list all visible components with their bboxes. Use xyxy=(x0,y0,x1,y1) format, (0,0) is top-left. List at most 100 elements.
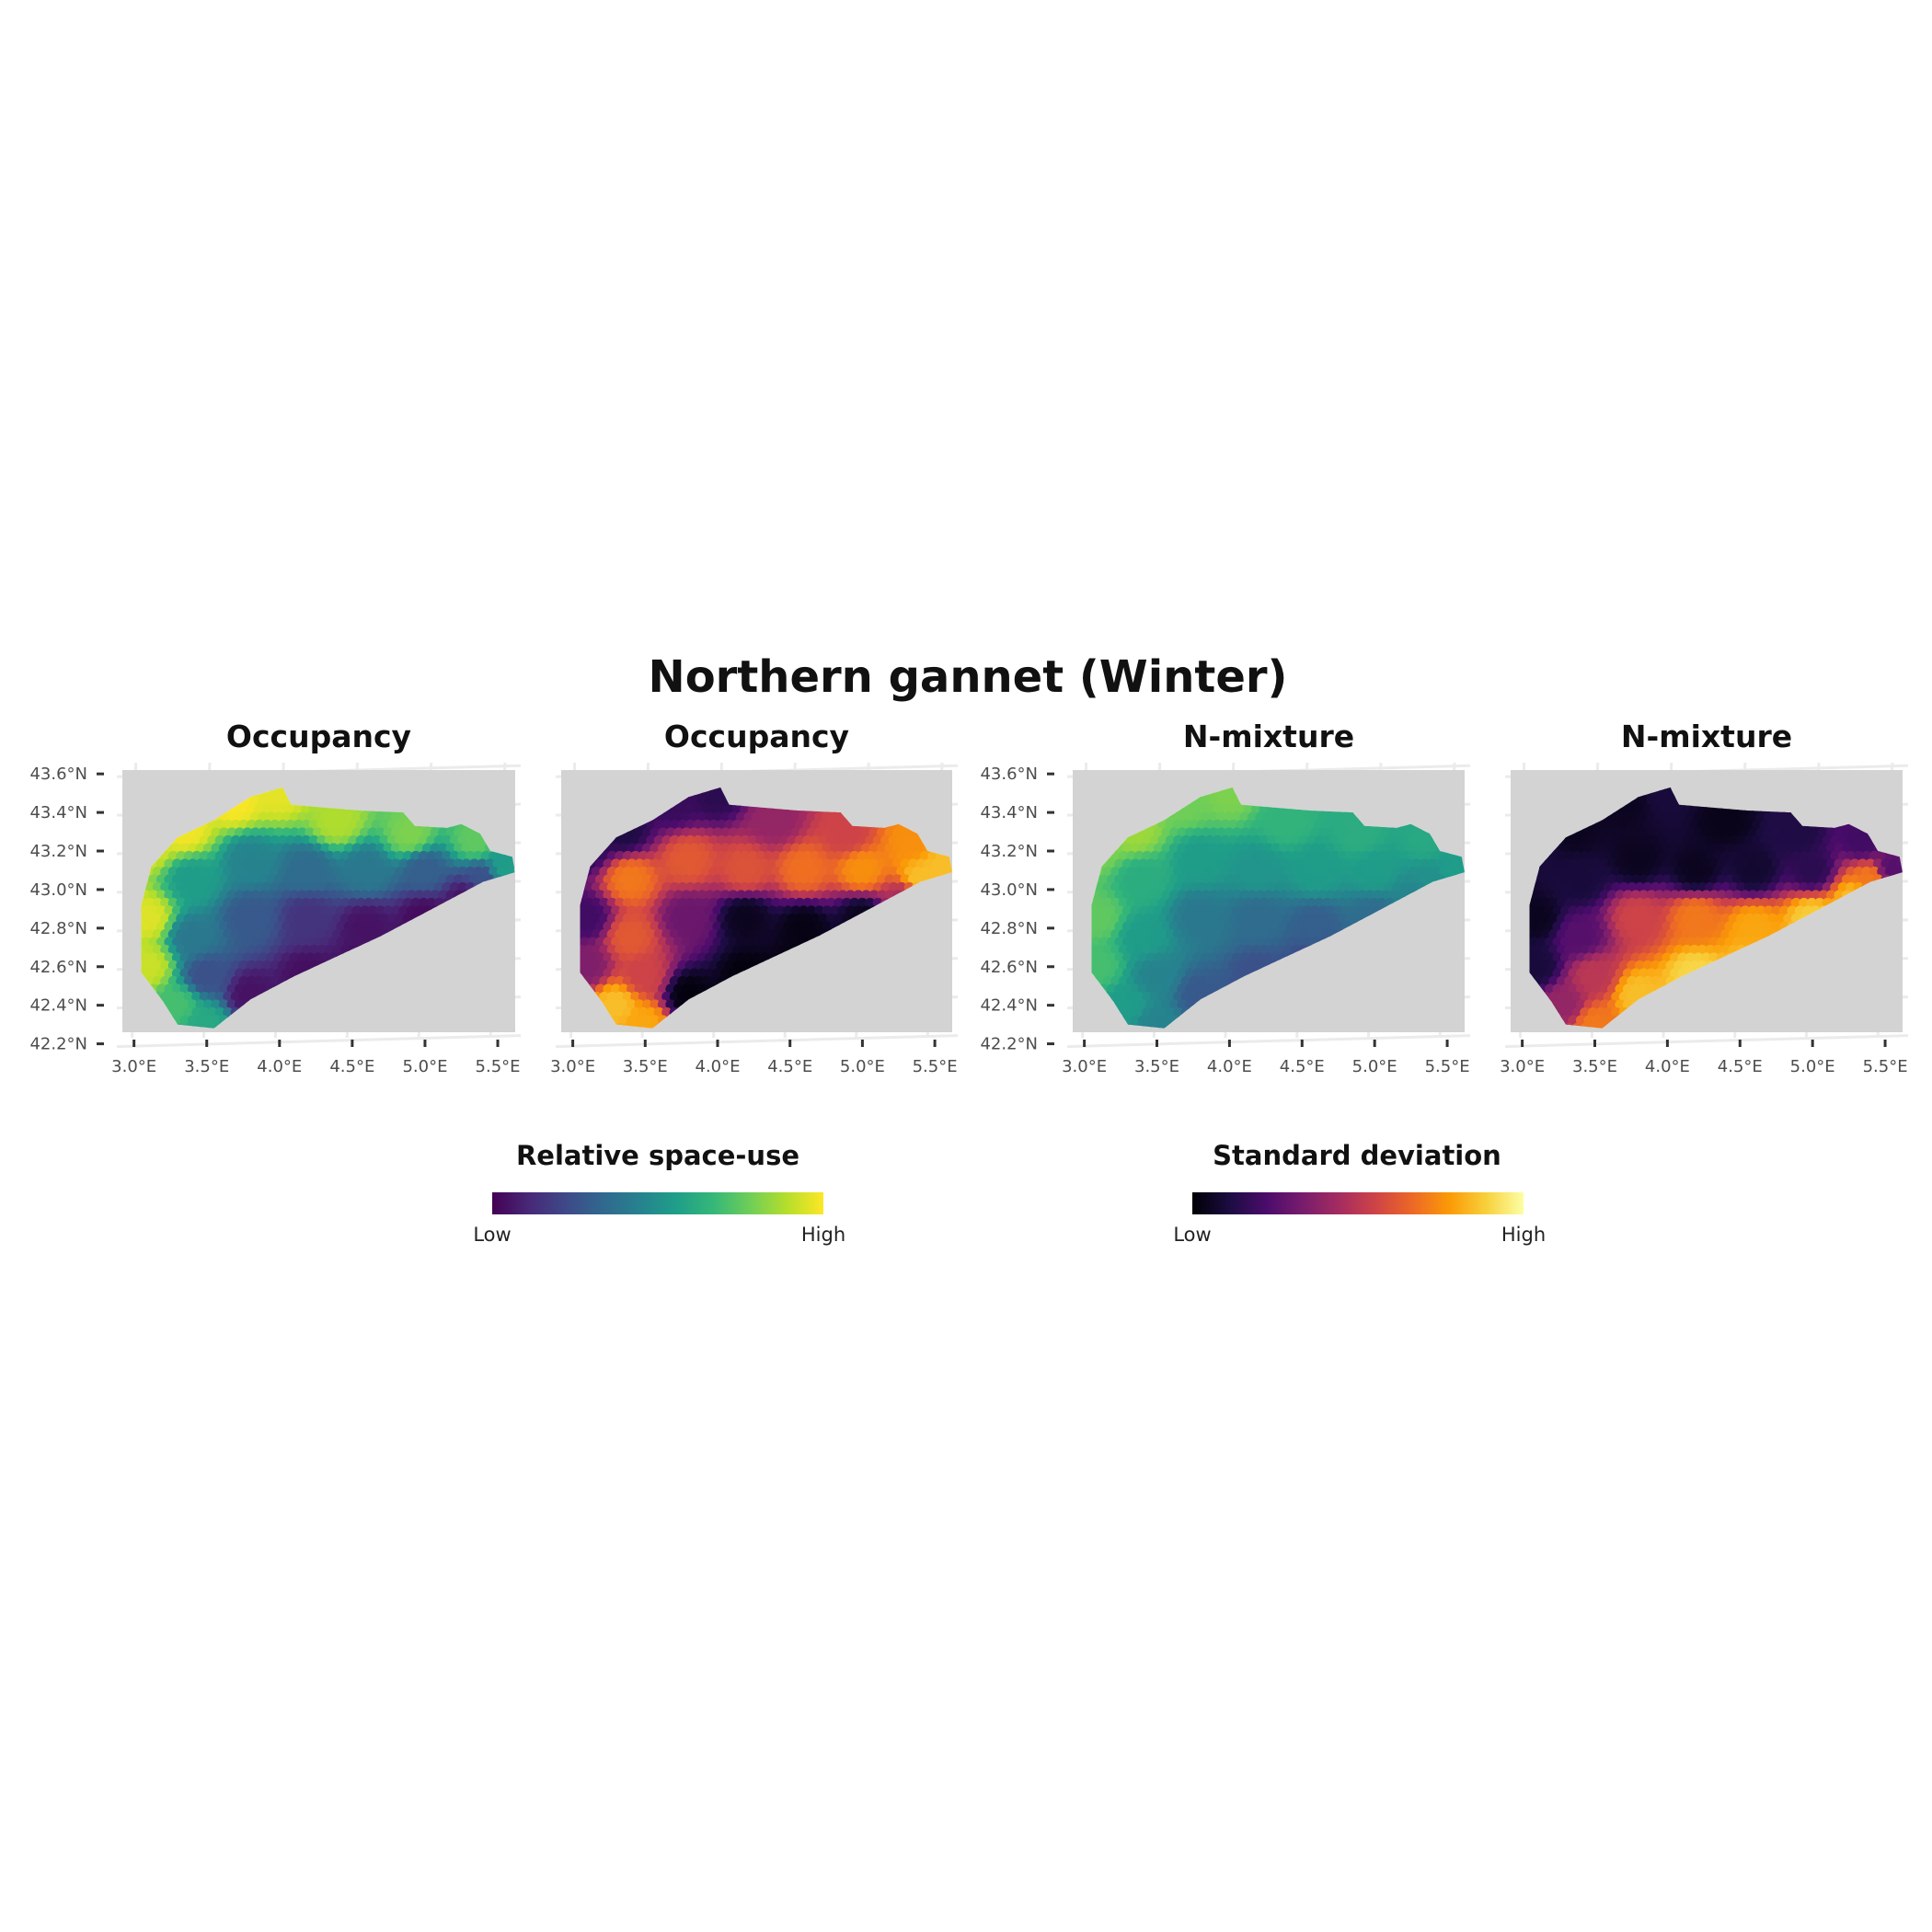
grid-cell xyxy=(907,858,919,869)
grid-cell xyxy=(1114,983,1125,995)
grid-cell xyxy=(258,874,269,885)
grid-cell xyxy=(1133,975,1144,987)
grid-cell xyxy=(1325,921,1337,932)
grid-cell xyxy=(615,944,626,956)
grid-cell xyxy=(426,866,437,878)
grid-cell xyxy=(1278,905,1290,916)
grid-cell xyxy=(794,881,805,893)
grid-cell xyxy=(1168,827,1180,838)
grid-cell xyxy=(305,905,316,916)
grid-cell xyxy=(641,905,653,916)
grid-cell xyxy=(829,811,841,822)
grid-cell xyxy=(884,843,895,854)
grid-cell xyxy=(1196,819,1207,831)
grid-cell xyxy=(646,1006,657,1018)
grid-cell xyxy=(265,921,277,932)
grid-cell xyxy=(296,905,308,916)
grid-cell xyxy=(657,843,669,854)
grid-cell xyxy=(1278,858,1290,869)
grid-cell xyxy=(1189,975,1200,987)
grid-cell xyxy=(1259,913,1270,925)
grid-cell xyxy=(728,858,739,869)
grid-cell xyxy=(176,960,187,972)
grid-cell xyxy=(1274,819,1285,831)
grid-cell xyxy=(888,881,899,893)
grid-cell xyxy=(1180,944,1191,956)
grid-cell xyxy=(328,874,339,885)
grid-cell xyxy=(1361,834,1372,846)
grid-cell xyxy=(249,796,261,807)
grid-cell xyxy=(1302,843,1313,854)
grid-cell xyxy=(787,850,798,862)
y-tick-label: 43.2°N xyxy=(29,842,87,861)
grid-cell xyxy=(379,850,390,862)
grid-cell xyxy=(223,944,234,956)
grid-cell xyxy=(876,827,888,838)
grid-cell xyxy=(1302,937,1313,948)
grid-cell xyxy=(1220,960,1231,972)
grid-cell xyxy=(1130,905,1141,916)
grid-cell xyxy=(1177,827,1188,838)
grid-cell xyxy=(751,874,763,885)
grid-cell xyxy=(238,897,249,909)
grid-cell xyxy=(618,921,629,932)
y-tick-label: 42.2°N xyxy=(29,1035,87,1054)
y-tick-label: 43.0°N xyxy=(29,880,87,900)
grid-cell xyxy=(1145,968,1156,979)
grid-cell xyxy=(813,811,825,822)
grid-cell xyxy=(1349,905,1360,916)
grid-cell xyxy=(270,850,281,862)
grid-cell xyxy=(700,960,711,972)
grid-cell xyxy=(202,983,214,995)
grid-cell xyxy=(724,866,735,878)
grid-cell xyxy=(265,937,277,948)
grid-cell xyxy=(191,913,202,925)
grid-cell xyxy=(684,866,696,878)
grid-cell xyxy=(587,921,598,932)
grid-cell xyxy=(891,858,903,869)
grid-cell xyxy=(1220,834,1231,846)
grid-cell xyxy=(646,991,657,1003)
grid-cell xyxy=(402,897,413,909)
grid-cell xyxy=(868,843,880,854)
grid-cell xyxy=(348,850,359,862)
grid-cell xyxy=(374,890,386,901)
grid-cell xyxy=(249,843,261,854)
grid-cell xyxy=(442,866,453,878)
grid-cell xyxy=(1396,874,1407,885)
grid-cell xyxy=(626,843,638,854)
grid-cell xyxy=(1192,827,1203,838)
grid-cell xyxy=(214,944,225,956)
grid-cell xyxy=(1165,881,1176,893)
grid-cell xyxy=(735,843,747,854)
grid-cell xyxy=(684,960,696,972)
grid-cell xyxy=(211,968,222,979)
grid-cell xyxy=(708,913,719,925)
grid-cell xyxy=(246,866,257,878)
grid-cell xyxy=(1290,897,1301,909)
grid-cell xyxy=(285,913,296,925)
grid-cell xyxy=(626,921,638,932)
grid-cell xyxy=(1392,850,1403,862)
x-tick-label: 3.5°E xyxy=(184,1057,229,1076)
grid-cell xyxy=(242,952,253,963)
grid-cell xyxy=(849,866,860,878)
grid-cell xyxy=(371,928,382,940)
grid-cell xyxy=(1290,834,1301,846)
grid-cell xyxy=(1419,843,1431,854)
grid-cell xyxy=(693,897,704,909)
grid-cell xyxy=(183,850,194,862)
grid-cell xyxy=(296,811,308,822)
grid-cell xyxy=(1121,937,1133,948)
grid-cell xyxy=(1212,975,1223,987)
grid-cell xyxy=(332,944,343,956)
grid-cell xyxy=(657,827,669,838)
grid-cell xyxy=(747,928,758,940)
grid-cell xyxy=(1184,937,1196,948)
grid-cell xyxy=(242,858,253,869)
grid-cell xyxy=(1356,890,1368,901)
grid-cell xyxy=(1227,944,1238,956)
grid-cell xyxy=(747,866,758,878)
grid-cell xyxy=(218,905,230,916)
grid-cell xyxy=(1290,866,1301,878)
